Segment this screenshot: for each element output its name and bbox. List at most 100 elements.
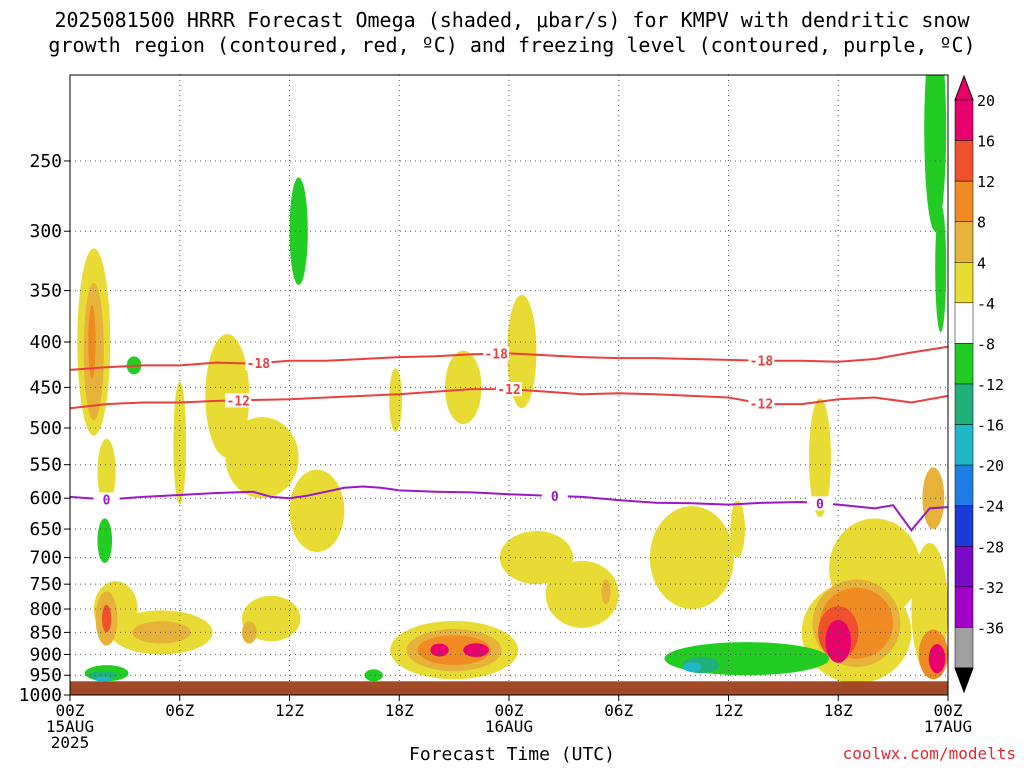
omega-cell [389, 368, 402, 432]
contour-label-bg [748, 396, 775, 411]
contour-label-bg [541, 488, 568, 503]
omega-cell [241, 595, 301, 642]
colorbar-label: -8 [977, 335, 995, 353]
contour-label-bg [483, 346, 510, 361]
omega-cell [88, 305, 96, 379]
x-tick-label: 06Z [604, 701, 633, 720]
colorbar-label: 8 [977, 214, 986, 232]
colorbar-label: 16 [977, 133, 995, 151]
omega-cell [928, 644, 946, 674]
contour-label: 0 [103, 493, 111, 508]
omega-cell [545, 560, 619, 628]
colorbar-label: 12 [977, 173, 995, 191]
colorbar-swatch [954, 343, 974, 385]
y-tick-label: 600 [29, 488, 62, 509]
colorbar-label: -32 [977, 579, 1004, 597]
contour-label: -18 [750, 355, 774, 370]
omega-cell [924, 75, 947, 232]
contour-label: -12 [227, 394, 250, 409]
contour-label-bg [748, 353, 775, 368]
omega-cell [730, 500, 745, 558]
colorbar-label: 20 [977, 92, 995, 110]
colorbar-swatch [954, 424, 974, 466]
omega-cell [430, 643, 449, 657]
omega-cell [289, 469, 345, 553]
omega-cell [93, 677, 113, 682]
contour-label: -18 [247, 357, 271, 372]
colorbar-swatch [954, 383, 974, 425]
y-tick-label: 950 [29, 665, 62, 686]
colorbar-swatch [954, 464, 974, 506]
chart-title-line-1: 2025081500 HRRR Forecast Omega (shaded, … [54, 8, 970, 32]
colorbar-swatch [954, 221, 974, 263]
colorbar-swatch [954, 140, 974, 182]
credit-text: coolwx.com/modelts [842, 744, 1016, 763]
omega-cell [922, 467, 945, 530]
y-tick-label: 400 [29, 332, 62, 353]
x-tick-date: 16AUG [485, 717, 533, 736]
omega-cell [499, 531, 574, 585]
colorbar-label: -36 [977, 619, 1004, 637]
contour-label: -12 [750, 397, 773, 412]
contour-label: 0 [551, 490, 559, 505]
y-tick-label: 350 [29, 281, 62, 302]
contour-label-bg [93, 492, 120, 507]
colorbar-label: -16 [977, 417, 1004, 435]
x-tick-label: 06Z [165, 701, 194, 720]
omega-cell [649, 506, 734, 610]
y-tick-label: 300 [29, 221, 62, 242]
omega-cell [825, 619, 852, 663]
colorbar-swatch [954, 546, 974, 588]
y-tick-label: 1000 [19, 685, 62, 706]
colorbar-label: -24 [977, 498, 1004, 516]
y-tick-label: 650 [29, 519, 62, 540]
x-tick-year: 2025 [51, 733, 90, 752]
x-tick-label: 00Z [934, 701, 963, 720]
colorbar-label: 4 [977, 254, 986, 272]
colorbar-label: -4 [977, 295, 995, 313]
omega-cell [173, 381, 187, 505]
omega-cell [601, 579, 611, 605]
x-tick-date: 15AUG [46, 717, 94, 736]
colorbar-swatch [954, 262, 974, 304]
omega-cell [463, 643, 489, 657]
colorbar-label: -20 [977, 457, 1004, 475]
colorbar-swatch [954, 627, 974, 669]
x-tick-label: 18Z [385, 701, 414, 720]
contour-label-bg [225, 393, 252, 408]
x-tick-label: 18Z [824, 701, 853, 720]
omega-cell [417, 635, 491, 665]
x-tick-label: 12Z [275, 701, 304, 720]
y-tick-label: 700 [29, 548, 62, 569]
y-tick-label: 800 [29, 599, 62, 620]
omega-cell [88, 671, 118, 680]
contour-label: 0 [816, 497, 824, 512]
x-tick-label: 00Z [56, 701, 85, 720]
omega-cell [444, 350, 482, 425]
chart-title-line-2: growth region (contoured, red, ºC) and f… [48, 33, 976, 57]
colorbar-min-triangle [954, 667, 974, 694]
colorbar-max-triangle [954, 74, 974, 101]
omega-cell [225, 417, 299, 499]
omega-cell [935, 203, 947, 333]
contour-label: -18 [484, 348, 508, 363]
y-tick-label: 500 [29, 418, 62, 439]
y-tick-label: 250 [29, 151, 62, 172]
y-tick-label: 900 [29, 644, 62, 665]
colorbar-label: -12 [977, 376, 1004, 394]
omega-cell [241, 621, 257, 644]
x-tick-label: 00Z [495, 701, 524, 720]
omega-cell [682, 662, 702, 672]
colorbar-swatch [954, 180, 974, 222]
omega-cell [364, 669, 383, 682]
colorbar-swatch [954, 302, 974, 344]
colorbar-swatch [954, 99, 974, 141]
x-axis-label: Forecast Time (UTC) [409, 744, 615, 765]
omega-cell [97, 518, 113, 564]
y-tick-label: 750 [29, 574, 62, 595]
x-tick-label: 12Z [714, 701, 743, 720]
colorbar-swatch [954, 586, 974, 628]
omega-cell [97, 438, 116, 505]
omega-cell [102, 604, 112, 633]
